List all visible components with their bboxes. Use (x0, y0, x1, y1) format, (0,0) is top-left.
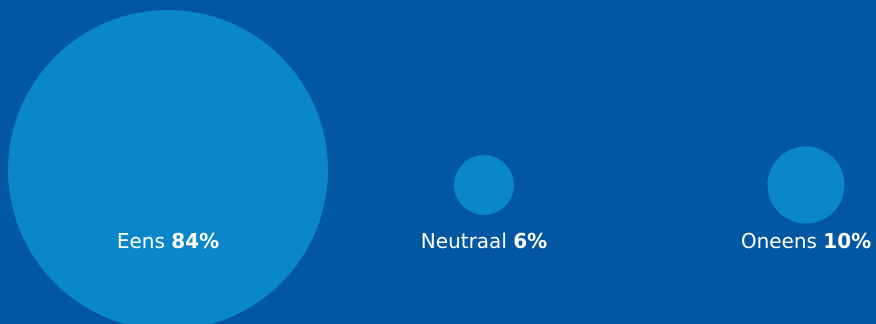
bubble-eens (8, 10, 328, 324)
value-label: 6% (513, 229, 548, 253)
value-label: 10% (823, 229, 872, 253)
category-label: Eens (116, 229, 165, 253)
bubble-neutraal (454, 155, 514, 215)
category-label: Neutraal (420, 229, 507, 253)
bubble-label-neutraal: Neutraal 6% (421, 226, 547, 256)
bubble-label-oneens: Oneens 10% (741, 226, 871, 256)
category-label: Oneens (740, 229, 817, 253)
bubble-label-eens: Eens 84% (117, 226, 219, 256)
bubble-oneens (767, 146, 845, 224)
value-label: 84% (171, 229, 220, 253)
